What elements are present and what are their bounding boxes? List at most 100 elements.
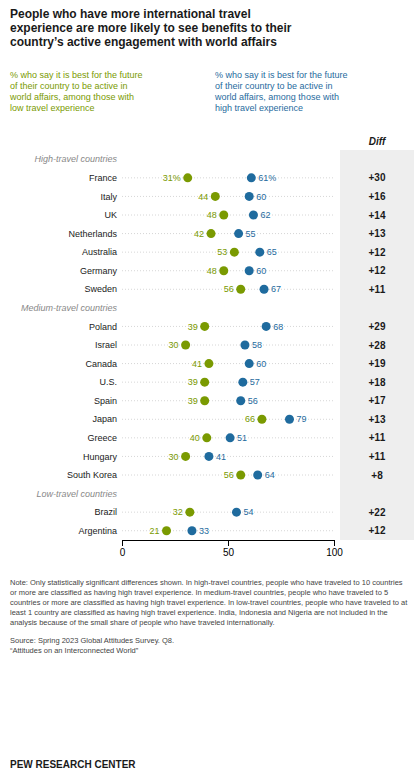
category-label: Japan: [92, 414, 117, 424]
data-label: 67: [271, 284, 281, 294]
x-tick: 0: [120, 540, 126, 558]
dot: [236, 285, 245, 294]
legend-entry-line: of their country to be active in: [10, 81, 128, 91]
dot: [236, 396, 245, 405]
data-label: 66: [245, 414, 255, 424]
x-axis: 0 50 100: [120, 540, 344, 558]
x-tick-mark: [228, 540, 229, 546]
dot: [187, 526, 196, 535]
dot: [200, 396, 209, 405]
data-label: 41: [216, 452, 226, 462]
data-label: 55: [246, 229, 256, 239]
dots: [162, 173, 294, 535]
dot: [253, 471, 262, 480]
data-label: 60: [256, 266, 266, 276]
dot: [232, 508, 241, 517]
data-label: 31%: [163, 173, 181, 183]
diff-label: +13: [369, 414, 386, 425]
data-label: 58: [252, 340, 262, 350]
note: Note: Only statistically significant dif…: [10, 578, 408, 627]
group-label: Low-travel countries: [36, 489, 117, 499]
category-label: Netherlands: [68, 229, 117, 239]
group-label: Medium-travel countries: [21, 303, 118, 313]
diff-label: +12: [369, 265, 386, 276]
row-guide: [122, 196, 334, 197]
x-tick: 100: [326, 540, 343, 558]
dot: [204, 359, 213, 368]
title-line: People who have more international trave…: [10, 7, 251, 21]
legend-entry-line: high travel experience: [215, 103, 303, 113]
category-label: Germany: [80, 266, 118, 276]
data-label: 54: [243, 507, 253, 517]
data-label: 39: [188, 322, 198, 332]
dot: [226, 433, 235, 442]
note-line: Note: Only statistically significant dif…: [10, 578, 403, 587]
dot: [219, 266, 228, 275]
legend-entry-line: world affairs, among those with: [9, 92, 134, 102]
branding: PEW RESEARCH CENTER: [10, 759, 136, 770]
x-tick-mark: [334, 540, 335, 546]
data-label: 21: [150, 526, 160, 536]
diff-label: +29: [369, 321, 386, 332]
data-label: 61%: [258, 173, 276, 183]
data-label: 60: [256, 359, 266, 369]
dot: [255, 248, 264, 257]
dot: [234, 229, 243, 238]
row-guide: [122, 512, 334, 513]
data-label: 65: [267, 247, 277, 257]
dot: [262, 322, 271, 331]
dot: [183, 173, 192, 182]
dot: [245, 359, 254, 368]
category-label: Spain: [94, 396, 117, 406]
group-label: High-travel countries: [34, 154, 117, 164]
category-label: Brazil: [94, 507, 117, 517]
data-label: 41: [192, 359, 202, 369]
diff-label: +14: [369, 210, 386, 221]
diff-label: +17: [369, 395, 386, 406]
dot: [162, 526, 171, 535]
dot: [240, 341, 249, 350]
category-label: U.S.: [99, 377, 117, 387]
x-tick-mark: [122, 540, 123, 546]
data-label: 51: [237, 433, 247, 443]
category-label: Canada: [85, 359, 117, 369]
category-label: Australia: [82, 247, 117, 257]
dot: [200, 322, 209, 331]
data-label: 40: [190, 433, 200, 443]
row-guide: [122, 326, 334, 327]
dot: [200, 378, 209, 387]
data-label: 56: [248, 396, 258, 406]
category-label: Israel: [95, 340, 117, 350]
chart: People who have more international trave…: [0, 0, 420, 782]
x-tick-label: 50: [223, 547, 235, 558]
diff-header: Diff: [369, 136, 387, 147]
category-label: France: [89, 173, 117, 183]
diff-label: +8: [371, 470, 383, 481]
dot: [207, 229, 216, 238]
diff-label: +13: [369, 228, 386, 239]
x-tick-label: 0: [120, 547, 126, 558]
data-label: 56: [224, 470, 234, 480]
row-guide: [122, 252, 334, 253]
category-label: UK: [104, 210, 117, 220]
data-label: 68: [273, 322, 283, 332]
legend-entry-line: of their country to be active in: [215, 81, 333, 91]
row-guide: [122, 400, 334, 401]
data-label: 30: [169, 340, 179, 350]
category-label: Argentina: [78, 526, 117, 536]
branding-line: PEW RESEARCH CENTER: [10, 759, 136, 770]
diff-column-bg: [340, 150, 414, 540]
title: People who have more international trave…: [10, 7, 292, 49]
labels: High-travel countriesFranceItalyUKNether…: [21, 154, 386, 536]
source-line: “Attitudes on an Interconnected World”: [10, 646, 139, 655]
row-guide: [122, 382, 334, 383]
category-label: Poland: [89, 322, 117, 332]
data-label: 32: [173, 507, 183, 517]
diff-label: +19: [369, 358, 386, 369]
legend-entry-line: % who say it is best for the future: [215, 70, 348, 80]
row-guides: [122, 178, 334, 531]
source-line: Source: Spring 2023 Global Attitudes Sur…: [10, 636, 174, 645]
dot: [238, 378, 247, 387]
x-axis-line: [123, 541, 335, 547]
data-label: 79: [296, 414, 306, 424]
